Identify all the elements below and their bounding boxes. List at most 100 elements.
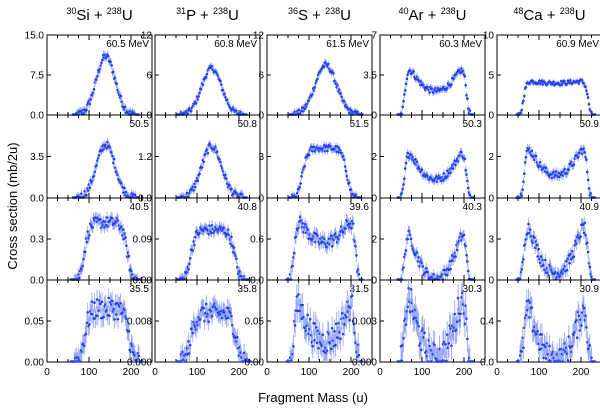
data-point: [124, 190, 128, 194]
data-point: [204, 302, 208, 306]
data-point: [322, 65, 326, 69]
element-symbol: +: [543, 7, 560, 24]
data-point: [415, 251, 419, 254]
data-point: [297, 293, 300, 296]
panel-36S238U-1: 12 6 0 61.5 MeV: [253, 31, 373, 122]
data-point: [334, 343, 337, 347]
data-point: [329, 347, 333, 351]
data-point: [95, 298, 99, 301]
data-point: [464, 83, 467, 87]
x-tick-label: 100: [81, 367, 98, 378]
data-point: [449, 267, 452, 271]
data-point: [524, 155, 528, 159]
data-point: [544, 357, 548, 360]
data-point: [111, 154, 114, 158]
data-point: [536, 255, 540, 258]
data-point: [465, 317, 468, 320]
data-point: [93, 301, 96, 305]
data-point: [342, 100, 346, 103]
data-point: [110, 299, 114, 303]
data-point: [202, 306, 206, 310]
data-point: [590, 356, 593, 360]
data-point: [348, 318, 352, 322]
data-point: [293, 251, 296, 255]
data-point: [361, 360, 364, 363]
energy-label: 51.5: [350, 119, 370, 130]
mass-number: 238: [325, 6, 340, 16]
data-point: [565, 268, 569, 272]
data-point: [104, 223, 108, 227]
data-point: [466, 186, 470, 190]
data-point: [419, 348, 423, 352]
data-point: [127, 254, 131, 258]
data-point: [332, 71, 335, 75]
x-tick-label: 100: [301, 367, 318, 378]
panel-30Si238U-1: 15.0 7.5 0.0 60.5 MeV: [25, 31, 153, 122]
element-symbol: U: [575, 7, 586, 24]
y-tick-label: 2: [371, 152, 377, 163]
data-point: [112, 157, 116, 161]
data-point: [314, 240, 317, 244]
data-point: [402, 336, 405, 340]
energy-label: 40.9: [580, 202, 600, 213]
data-point: [192, 189, 195, 192]
y-tick-label: 0.0: [30, 194, 44, 205]
data-point: [402, 99, 405, 103]
data-point: [137, 354, 141, 358]
data-point: [316, 329, 320, 332]
data-point: [85, 240, 89, 244]
data-point: [559, 360, 562, 363]
element-symbol: +: [308, 7, 325, 24]
data-point: [125, 244, 128, 248]
data-point: [582, 306, 586, 310]
data-point: [527, 222, 530, 226]
data-point: [92, 88, 96, 91]
data-point: [303, 223, 307, 226]
data-point: [291, 264, 294, 268]
energy-label: 35.5: [130, 284, 150, 295]
data-point: [445, 359, 448, 363]
panel-48Ca238U-2: 2 0 50.9: [488, 114, 600, 205]
panel-36S238U-2: 3 0 51.5: [258, 114, 373, 205]
data-point: [459, 232, 462, 235]
data-point: [82, 257, 85, 261]
data-point: [522, 99, 525, 103]
data-point: [208, 224, 211, 227]
data-point: [524, 313, 528, 317]
data-point: [417, 256, 420, 259]
data-point: [292, 345, 295, 348]
data-point: [201, 83, 205, 87]
x-tick-label: 0: [152, 367, 158, 378]
data-point: [466, 337, 469, 341]
y-tick-label: 7: [371, 31, 377, 42]
data-point: [530, 149, 534, 153]
data-point: [188, 256, 192, 260]
x-tick-label: 100: [531, 367, 548, 378]
data-point: [449, 171, 452, 175]
y-tick-label: 0.0: [30, 111, 44, 122]
mass-number: 48: [513, 6, 523, 16]
energy-label: 40.8: [238, 202, 258, 213]
y-tick-label: 0: [488, 276, 494, 287]
data-point: [463, 157, 467, 161]
data-point: [141, 360, 144, 363]
data-point: [88, 102, 92, 106]
data-point: [85, 321, 89, 325]
data-point: [466, 107, 470, 110]
reaction-header: 36S + 238U: [288, 6, 351, 24]
data-point: [312, 145, 316, 149]
data-point: [188, 343, 192, 347]
data-point: [336, 336, 340, 340]
data-point: [236, 266, 239, 269]
data-point: [568, 261, 571, 265]
data-point: [570, 345, 574, 348]
data-point: [590, 275, 593, 278]
data-point: [113, 318, 116, 321]
y-tick-label: 3.5: [363, 71, 377, 82]
x-tick-label: 200: [343, 367, 360, 378]
data-point: [78, 360, 82, 363]
energy-label: 40.3: [463, 202, 483, 213]
reaction-header: 30Si + 238U: [66, 6, 132, 24]
data-point: [404, 82, 408, 86]
